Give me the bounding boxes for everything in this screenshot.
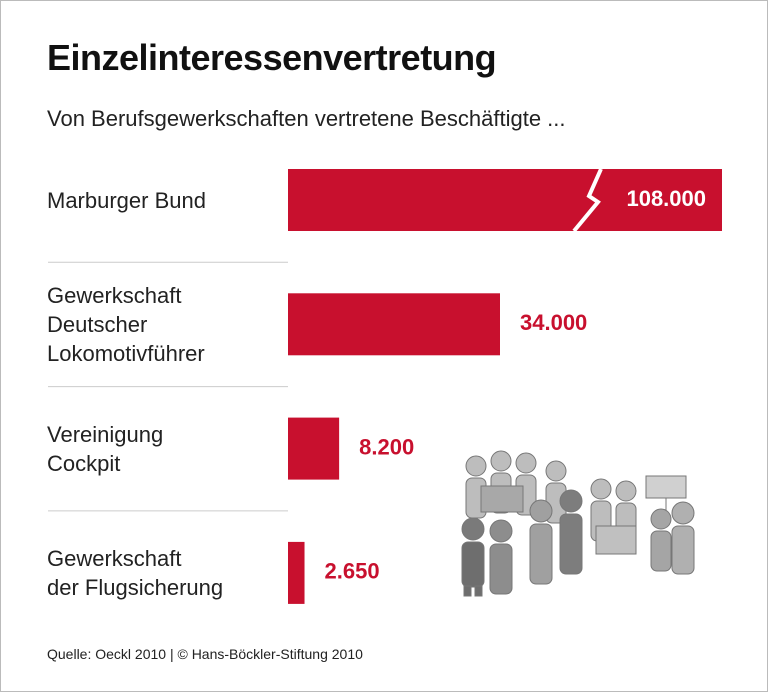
- source-note: Quelle: Oeckl 2010 | © Hans-Böckler-Stif…: [47, 646, 363, 662]
- bar: [288, 169, 722, 231]
- category-label: Gewerkschaft Deutscher Lokomotivführer: [47, 282, 205, 366]
- people-illustration: [461, 450, 695, 597]
- bar: [288, 293, 500, 356]
- bar: [288, 417, 340, 480]
- chart-subtitle: Von Berufsgewerkschaften vertretene Besc…: [47, 106, 566, 131]
- category-label: Marburger Bund: [47, 187, 206, 213]
- category-label: Gewerkschaft der Flugsicherung: [47, 545, 224, 600]
- axis-break: [572, 168, 603, 233]
- category-label: Vereinigung Cockpit: [47, 421, 164, 476]
- value-label: 34.000: [520, 310, 587, 335]
- value-label: 2.650: [325, 559, 380, 584]
- chart-title: Einzelinteressenvertretung: [47, 37, 497, 78]
- value-label: 8.200: [359, 434, 414, 459]
- bar: [288, 541, 305, 604]
- value-label: 108.000: [626, 186, 706, 211]
